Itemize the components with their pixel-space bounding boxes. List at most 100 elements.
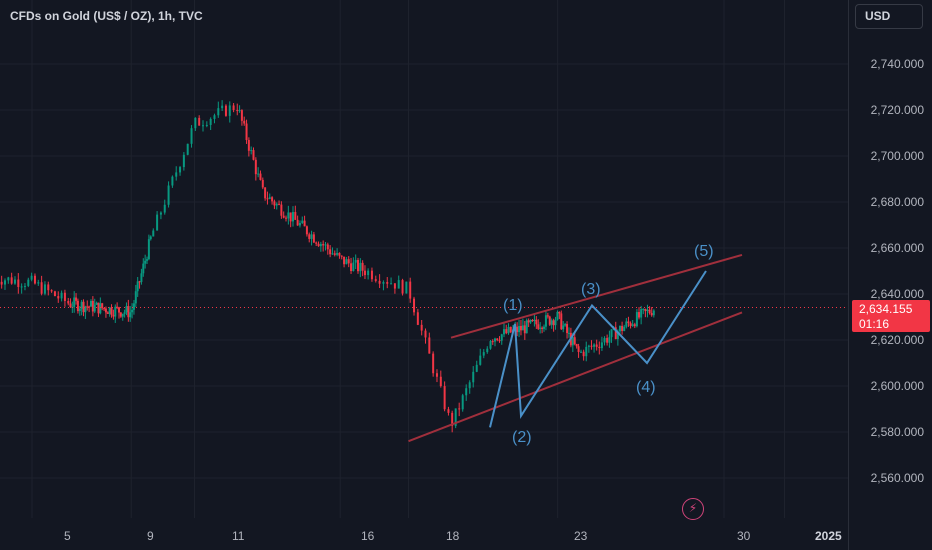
price-tick-label: 2,580.000	[870, 425, 924, 439]
channel-lower-line[interactable]	[408, 311, 743, 443]
candle-body	[503, 329, 505, 335]
candle-body	[648, 309, 651, 314]
candle-body	[95, 302, 98, 305]
candle-body	[606, 337, 609, 343]
candle-body	[331, 253, 334, 255]
candle-body	[319, 244, 322, 247]
currency-button[interactable]: USD	[855, 4, 923, 29]
candle-body	[101, 303, 104, 309]
candle-body	[280, 204, 283, 216]
candle-body	[194, 117, 197, 129]
time-tick-label: 9	[147, 529, 154, 543]
candle-body	[205, 124, 208, 126]
last-price-badge: 2,634.155 01:16	[852, 300, 930, 332]
time-tick-label: 30	[737, 529, 751, 543]
candle-body	[80, 301, 83, 309]
channel-upper-line[interactable]	[450, 253, 743, 339]
candle-body	[282, 215, 285, 218]
candle-body	[254, 159, 257, 175]
wave-label-5: (5)	[694, 243, 714, 260]
time-tick-label: 23	[574, 529, 588, 543]
candle-body	[614, 327, 617, 340]
candle-body	[527, 320, 530, 323]
candle-body	[475, 364, 478, 372]
price-tick-label: 2,660.000	[870, 241, 924, 255]
candle-body	[13, 279, 16, 284]
candle-body	[149, 236, 152, 240]
candle-body	[104, 308, 107, 313]
lightning-icon[interactable]: ⚡	[682, 498, 704, 520]
time-tick-label: 5	[64, 529, 71, 543]
candle-body	[257, 173, 260, 175]
candle-body	[546, 315, 549, 317]
candle-body	[129, 312, 132, 318]
candle-body	[243, 120, 246, 124]
candle-body	[175, 172, 178, 177]
candle-body	[88, 306, 91, 308]
candle-body	[413, 298, 416, 313]
candle-body	[67, 300, 70, 304]
candle-body	[43, 284, 46, 294]
candle-body	[558, 311, 561, 314]
candle-body	[535, 319, 538, 325]
time-tick-label: 18	[446, 529, 460, 543]
candle-body	[294, 211, 297, 220]
candle-body	[91, 300, 94, 312]
candle-body	[548, 316, 551, 325]
candle-body	[610, 329, 613, 338]
candle-body	[370, 270, 373, 280]
candle-body	[627, 321, 630, 324]
candle-body	[631, 324, 634, 326]
elliott-wave-line[interactable]	[489, 270, 707, 428]
candle-body	[489, 341, 492, 349]
candle-body	[261, 179, 264, 188]
candle-body	[556, 311, 559, 320]
candle-body	[236, 109, 239, 111]
candle-body	[273, 201, 276, 206]
price-tick-label: 2,560.000	[870, 471, 924, 485]
candle-body	[86, 306, 89, 308]
candle-body	[221, 105, 224, 109]
candle-body	[507, 326, 510, 334]
candle-body	[633, 324, 636, 327]
candle-body	[600, 342, 603, 349]
candle-body	[593, 344, 596, 347]
candle-body	[616, 331, 619, 340]
candle-body	[595, 344, 598, 347]
candle-body	[266, 198, 269, 200]
candle-body	[285, 217, 288, 219]
candle-body	[482, 352, 485, 356]
candle-body	[454, 408, 457, 426]
candle-body	[78, 308, 81, 312]
candle-body	[432, 353, 435, 374]
candle-body	[99, 303, 102, 314]
candle-body	[472, 371, 475, 383]
candle-body	[247, 140, 250, 151]
candle-body	[123, 312, 126, 314]
candle-body	[57, 296, 60, 299]
candle-body	[142, 263, 145, 274]
candle-body	[287, 212, 290, 219]
candle-body	[652, 310, 655, 316]
candle-body	[0, 281, 3, 285]
candle-body	[603, 337, 606, 343]
candle-body	[378, 280, 381, 284]
time-tick-label: 16	[361, 529, 375, 543]
candle-body	[343, 256, 346, 265]
candle-body	[567, 332, 570, 334]
candle-body	[97, 302, 100, 314]
candle-body	[541, 327, 544, 329]
candle-body	[329, 249, 332, 255]
time-tick-label: 11	[232, 529, 245, 543]
candle-body	[324, 244, 327, 246]
candle-body	[217, 108, 220, 116]
candle-body	[386, 282, 389, 284]
candle-body	[259, 173, 262, 180]
candle-body	[405, 281, 408, 294]
candle-body	[106, 312, 109, 314]
candle-body	[275, 203, 278, 206]
candle-body	[315, 242, 318, 244]
candle-body	[240, 110, 243, 121]
candle-body	[521, 325, 524, 331]
